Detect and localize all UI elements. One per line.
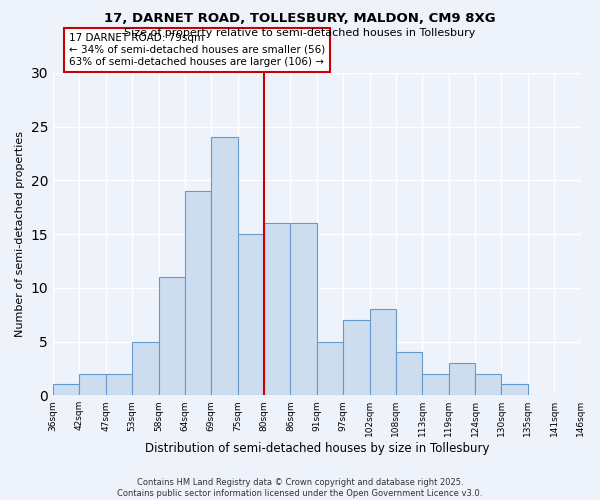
Bar [317,342,343,395]
Bar [290,224,317,395]
Text: Contains HM Land Registry data © Crown copyright and database right 2025.
Contai: Contains HM Land Registry data © Crown c… [118,478,482,498]
Bar [449,363,475,395]
Bar [79,374,106,395]
Bar [343,320,370,395]
Bar [475,374,502,395]
Bar [211,138,238,395]
Bar [396,352,422,395]
Bar [264,224,290,395]
Bar [106,374,132,395]
Bar [185,191,211,395]
Text: 17, DARNET ROAD, TOLLESBURY, MALDON, CM9 8XG: 17, DARNET ROAD, TOLLESBURY, MALDON, CM9… [104,12,496,26]
Text: 17 DARNET ROAD: 79sqm
← 34% of semi-detached houses are smaller (56)
63% of semi: 17 DARNET ROAD: 79sqm ← 34% of semi-deta… [69,34,325,66]
Bar [132,342,158,395]
X-axis label: Distribution of semi-detached houses by size in Tollesbury: Distribution of semi-detached houses by … [145,442,489,455]
Bar [238,234,264,395]
Bar [502,384,528,395]
Bar [158,277,185,395]
Text: Size of property relative to semi-detached houses in Tollesbury: Size of property relative to semi-detach… [124,28,476,38]
Bar [422,374,449,395]
Y-axis label: Number of semi-detached properties: Number of semi-detached properties [15,131,25,337]
Bar [53,384,79,395]
Bar [370,310,396,395]
